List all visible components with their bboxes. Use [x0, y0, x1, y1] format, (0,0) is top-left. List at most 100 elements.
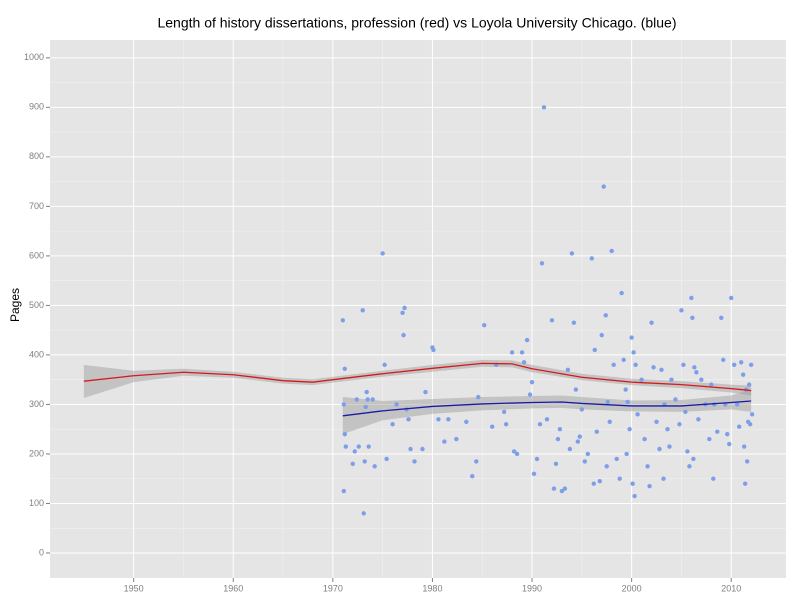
point — [582, 459, 588, 464]
point — [694, 370, 699, 375]
bands — [83, 359, 752, 435]
point — [541, 105, 547, 110]
point — [601, 184, 606, 189]
point — [747, 422, 753, 427]
point — [553, 461, 559, 467]
y-tick-label: 100 — [29, 498, 44, 508]
point — [657, 446, 662, 452]
point — [503, 422, 509, 427]
x-tick-label: 1990 — [522, 583, 542, 593]
point — [749, 412, 755, 417]
point — [687, 464, 692, 469]
point — [738, 360, 744, 365]
point — [683, 409, 688, 415]
point — [721, 357, 726, 363]
point — [604, 464, 609, 469]
point — [534, 456, 540, 462]
point — [744, 459, 750, 464]
point — [555, 436, 561, 442]
point — [352, 449, 357, 454]
point — [621, 357, 626, 363]
point — [632, 493, 637, 499]
point — [489, 424, 495, 429]
point — [709, 382, 714, 387]
point — [679, 308, 684, 313]
y-tick-label: 800 — [29, 151, 44, 161]
point — [400, 310, 405, 316]
point — [569, 251, 575, 256]
point — [446, 417, 451, 422]
point — [677, 422, 682, 427]
point — [372, 464, 377, 469]
point — [382, 362, 387, 368]
point — [579, 407, 585, 412]
y-tick-label: 200 — [29, 448, 44, 458]
point — [577, 434, 583, 439]
point — [402, 305, 407, 311]
chart-title: Length of history dissertations, profess… — [157, 15, 676, 31]
point — [521, 360, 527, 365]
y-tick-label: 500 — [29, 300, 44, 310]
point — [342, 431, 347, 437]
confidence-band — [83, 359, 752, 399]
y-tick-label: 1000 — [24, 52, 44, 62]
point — [691, 456, 696, 462]
x-tick-label: 1980 — [422, 583, 442, 593]
point — [360, 308, 365, 313]
point — [629, 335, 634, 340]
point — [362, 459, 367, 464]
point — [341, 402, 347, 407]
point — [571, 320, 577, 325]
point — [511, 449, 517, 454]
point — [630, 481, 635, 486]
point — [565, 367, 571, 372]
point — [551, 486, 557, 491]
point — [361, 511, 366, 516]
point — [665, 427, 670, 432]
point — [741, 444, 747, 449]
point — [573, 387, 579, 392]
point — [729, 295, 734, 301]
point — [619, 290, 624, 296]
point — [406, 417, 411, 422]
point — [527, 392, 533, 397]
point — [501, 409, 507, 415]
x-tick-label: 2010 — [721, 583, 741, 593]
point — [742, 481, 748, 486]
point — [519, 350, 525, 355]
point — [474, 459, 479, 464]
point — [559, 488, 565, 494]
point — [529, 379, 535, 385]
point — [420, 446, 425, 452]
point — [341, 488, 347, 494]
point — [423, 389, 428, 395]
point — [354, 397, 359, 402]
point — [366, 444, 371, 449]
point — [715, 429, 720, 434]
point — [597, 478, 602, 484]
point — [599, 332, 604, 338]
x-tick-label: 1970 — [323, 583, 343, 593]
point — [607, 419, 612, 424]
point — [454, 436, 459, 442]
point — [343, 444, 348, 449]
point — [681, 362, 686, 368]
point — [692, 365, 697, 370]
point — [635, 412, 640, 417]
point — [725, 431, 730, 437]
point — [609, 248, 614, 254]
point — [412, 459, 417, 464]
point — [470, 474, 475, 479]
point — [611, 362, 616, 368]
point — [575, 439, 581, 444]
point — [442, 439, 447, 444]
point — [390, 422, 395, 427]
point — [544, 417, 550, 422]
lines — [83, 362, 752, 417]
confidence-band — [342, 389, 752, 435]
point — [748, 362, 754, 368]
point — [482, 323, 487, 328]
point — [594, 429, 599, 434]
point — [727, 441, 732, 447]
